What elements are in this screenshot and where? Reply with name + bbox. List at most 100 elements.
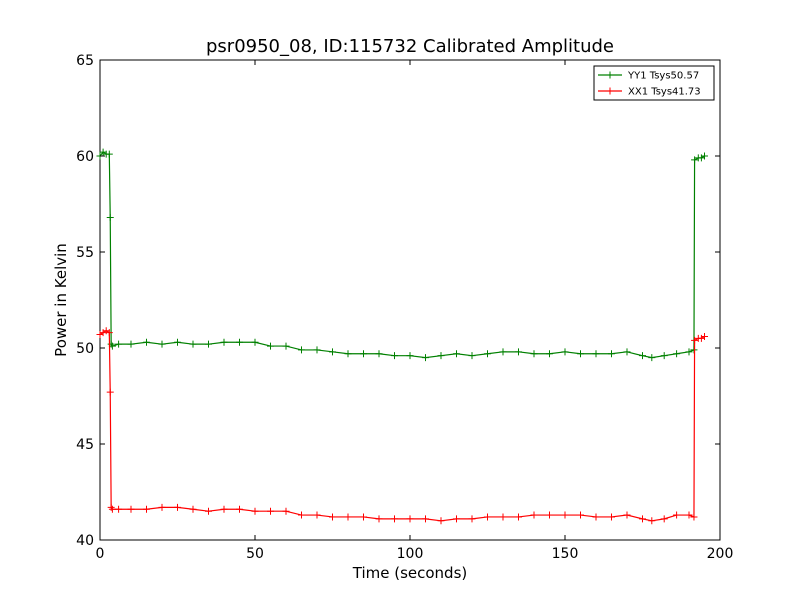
data-point-marker bbox=[189, 340, 197, 348]
data-point-marker bbox=[344, 513, 352, 521]
data-point-marker bbox=[298, 511, 305, 519]
data-point-marker bbox=[143, 505, 150, 513]
data-point-marker bbox=[690, 513, 698, 521]
data-point-marker bbox=[282, 507, 290, 515]
legend: YY1 Tsys50.57 XX1 Tsys41.73 bbox=[593, 65, 715, 101]
data-point-marker bbox=[546, 511, 553, 519]
x-tick-label: 100 bbox=[397, 546, 424, 562]
data-point-marker bbox=[189, 505, 197, 513]
data-point-marker bbox=[453, 350, 460, 358]
data-point-marker bbox=[251, 338, 259, 346]
y-tick-label: 55 bbox=[76, 245, 94, 261]
data-point-marker bbox=[648, 517, 656, 525]
data-point-marker bbox=[623, 348, 631, 356]
data-point-marker bbox=[639, 352, 646, 360]
x-tick-label: 50 bbox=[246, 546, 264, 562]
data-point-marker bbox=[375, 515, 383, 523]
data-point-marker bbox=[406, 515, 414, 523]
data-point-marker bbox=[298, 346, 305, 354]
plot-area-frame bbox=[99, 59, 721, 541]
data-point-marker bbox=[499, 513, 507, 521]
data-point-marker bbox=[329, 513, 336, 521]
data-point-marker bbox=[660, 515, 668, 523]
data-point-marker bbox=[267, 342, 274, 350]
data-point-marker bbox=[106, 388, 114, 396]
data-point-marker bbox=[437, 517, 445, 525]
data-point-marker bbox=[453, 515, 460, 523]
data-point-marker bbox=[484, 513, 491, 521]
data-point-marker bbox=[422, 354, 429, 362]
data-point-marker bbox=[344, 350, 352, 358]
x-tick-label: 200 bbox=[707, 546, 734, 562]
data-point-marker bbox=[205, 507, 212, 515]
data-point-marker bbox=[127, 340, 135, 348]
data-point-marker bbox=[158, 503, 166, 511]
data-point-marker bbox=[236, 338, 243, 346]
data-point-marker bbox=[437, 352, 445, 360]
data-point-marker bbox=[143, 338, 150, 346]
x-axis-label: Time (seconds) bbox=[352, 564, 468, 582]
data-point-marker bbox=[282, 342, 290, 350]
x-tick-label: 150 bbox=[552, 546, 579, 562]
data-point-marker bbox=[673, 350, 681, 358]
legend-item: XX1 Tsys41.73 bbox=[598, 87, 701, 98]
data-point-marker bbox=[499, 348, 507, 356]
data-point-marker bbox=[577, 511, 584, 519]
data-point-marker bbox=[608, 513, 615, 521]
data-point-marker bbox=[329, 348, 336, 356]
data-point-marker bbox=[561, 348, 569, 356]
data-point-marker bbox=[115, 505, 123, 513]
data-point-marker bbox=[468, 352, 476, 360]
y-axis-label: Power in Kelvin bbox=[52, 243, 70, 357]
data-point-marker bbox=[205, 340, 212, 348]
data-point-marker bbox=[375, 350, 383, 358]
data-point-marker bbox=[236, 505, 243, 513]
data-point-marker bbox=[561, 511, 569, 519]
legend-label: YY1 Tsys50.57 bbox=[627, 71, 699, 82]
data-point-marker bbox=[108, 505, 116, 513]
legend-swatch-marker bbox=[606, 71, 614, 79]
x-tick-label: 0 bbox=[96, 546, 105, 562]
data-point-marker bbox=[623, 511, 631, 519]
data-point-marker bbox=[105, 329, 113, 337]
data-point-marker bbox=[592, 350, 600, 358]
data-point-marker bbox=[391, 352, 398, 360]
chart-title: psr0950_08, ID:115732 Calibrated Amplitu… bbox=[206, 36, 614, 57]
y-tick-label: 60 bbox=[76, 149, 94, 165]
data-point-marker bbox=[391, 515, 398, 523]
data-point-marker bbox=[220, 338, 228, 346]
data-point-marker bbox=[673, 511, 681, 519]
data-point-marker bbox=[96, 331, 104, 339]
data-point-marker bbox=[577, 350, 584, 358]
data-point-marker bbox=[127, 505, 135, 513]
data-point-marker bbox=[107, 340, 115, 348]
y-tick-label: 45 bbox=[76, 437, 94, 453]
data-point-marker bbox=[102, 327, 110, 335]
series-xx1 bbox=[96, 327, 708, 525]
data-point-marker bbox=[515, 348, 522, 356]
data-point-marker bbox=[174, 338, 181, 346]
data-point-marker bbox=[660, 352, 668, 360]
data-point-marker bbox=[158, 340, 166, 348]
tick-layer: 0 50 100 150 200 40 45 50 55 60 65 bbox=[76, 53, 733, 562]
data-point-marker bbox=[691, 336, 699, 344]
data-point-marker bbox=[546, 350, 553, 358]
data-point-marker bbox=[99, 329, 107, 337]
series-line bbox=[99, 330, 705, 522]
y-tick-label: 40 bbox=[76, 533, 94, 549]
data-point-marker bbox=[592, 513, 600, 521]
data-point-marker bbox=[639, 515, 646, 523]
data-point-marker bbox=[648, 354, 656, 362]
data-point-marker bbox=[701, 332, 708, 340]
data-point-marker bbox=[685, 511, 693, 519]
legend-box bbox=[593, 65, 715, 101]
data-point-marker bbox=[115, 340, 123, 348]
series-layer bbox=[96, 148, 708, 525]
data-point-marker bbox=[484, 350, 491, 358]
data-point-marker bbox=[691, 156, 699, 164]
series-line bbox=[99, 151, 705, 359]
data-point-marker bbox=[313, 511, 321, 519]
data-point-marker bbox=[251, 507, 259, 515]
data-point-marker bbox=[267, 507, 274, 515]
